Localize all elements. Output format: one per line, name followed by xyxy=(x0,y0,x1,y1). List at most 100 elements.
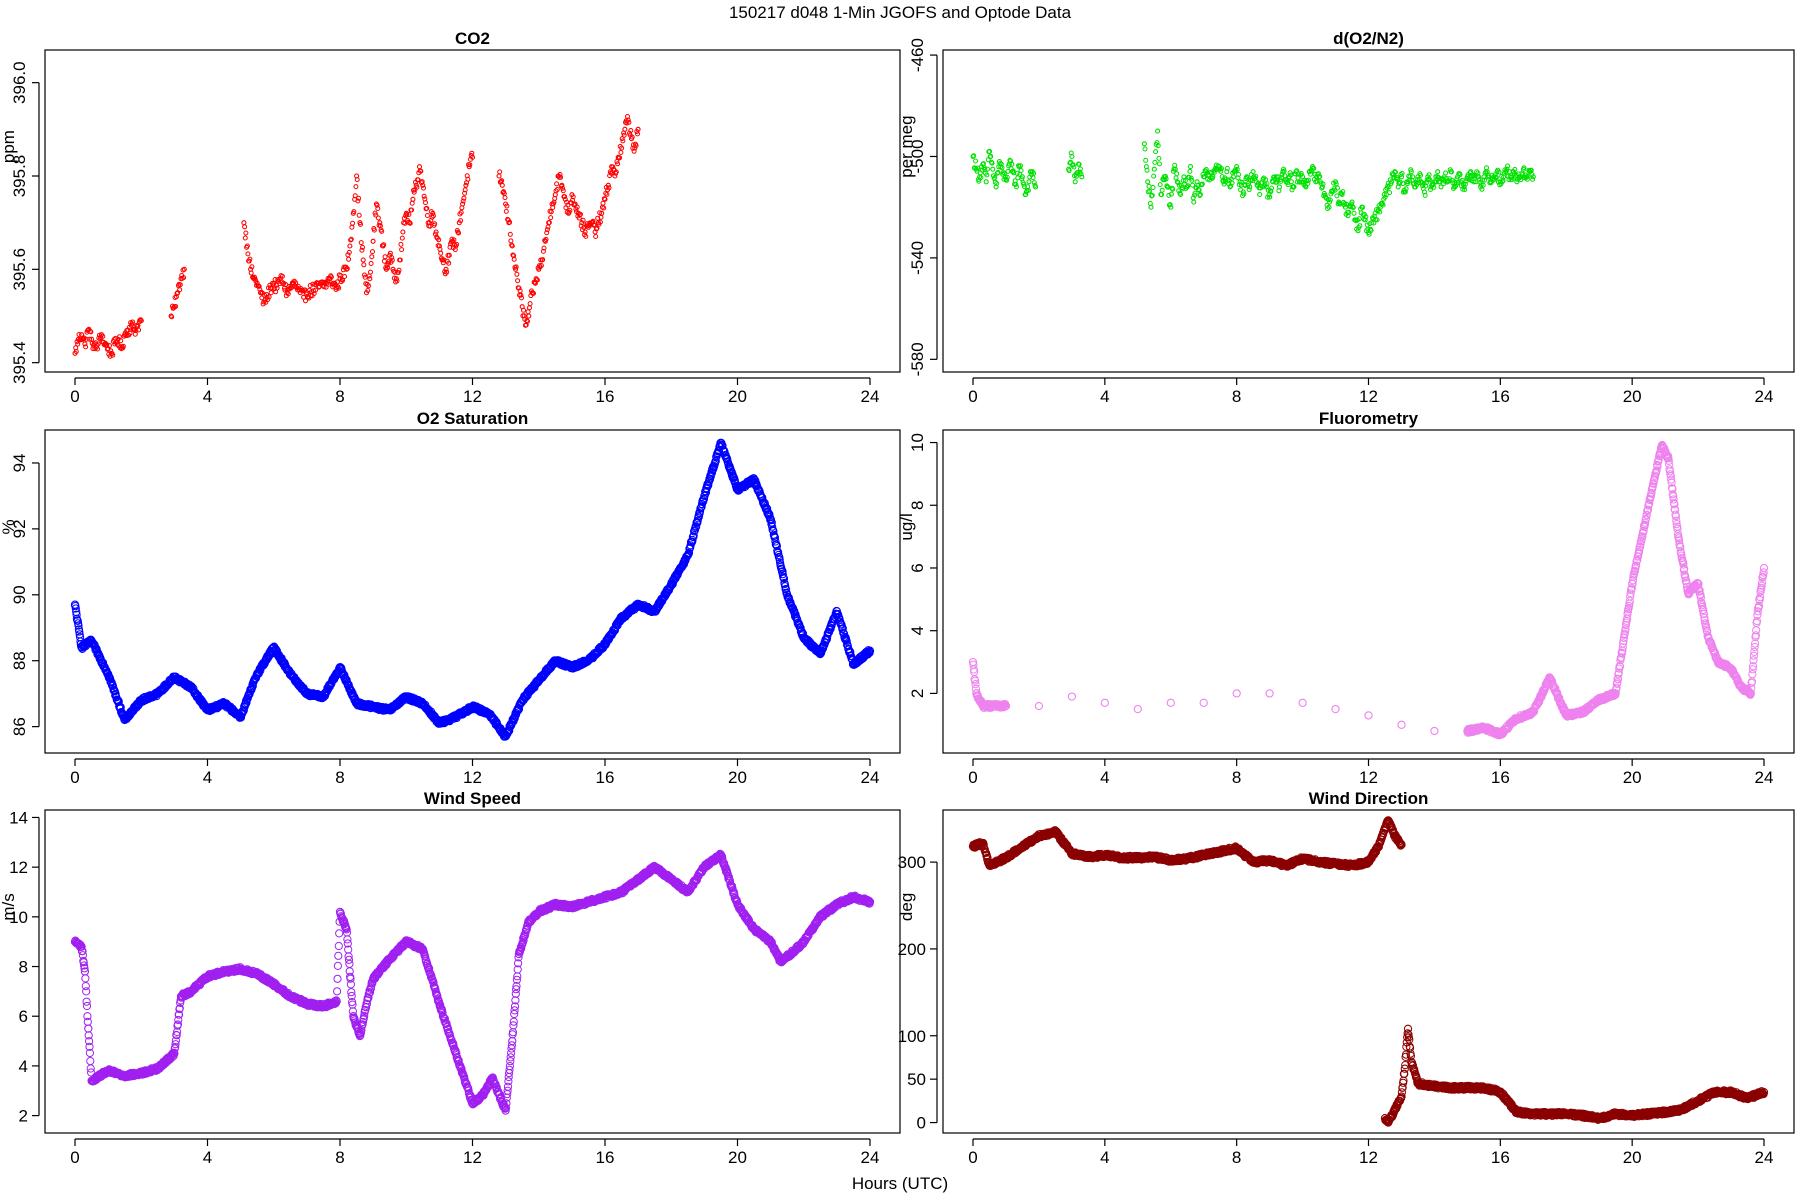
data-point xyxy=(593,234,599,239)
data-point xyxy=(359,247,365,253)
data-point xyxy=(1696,593,1706,602)
data-point xyxy=(774,548,783,557)
y-tick-label: 6 xyxy=(19,1007,28,1026)
data-point xyxy=(107,343,112,349)
data-point xyxy=(1327,197,1333,203)
data-point xyxy=(1671,512,1681,521)
data-point xyxy=(120,343,126,349)
data-point xyxy=(541,245,547,251)
data-point xyxy=(1197,193,1203,198)
data-point xyxy=(604,191,610,197)
data-point xyxy=(84,1031,93,1040)
data-point xyxy=(375,215,381,221)
x-tick-label: 0 xyxy=(968,387,977,406)
x-tick-label: 12 xyxy=(463,768,482,787)
data-point xyxy=(356,212,362,218)
data-point xyxy=(1305,181,1311,186)
data-point xyxy=(1484,165,1489,171)
data-point xyxy=(1472,173,1478,179)
data-point xyxy=(1276,188,1282,194)
data-point xyxy=(78,947,87,956)
data-point xyxy=(618,150,624,155)
data-point xyxy=(265,285,271,291)
data-point xyxy=(507,231,513,237)
data-point xyxy=(985,166,990,172)
data-point xyxy=(1641,514,1651,523)
data-point xyxy=(244,244,250,250)
data-point xyxy=(628,128,634,133)
data-point xyxy=(252,276,258,282)
data-point xyxy=(1210,174,1216,180)
data-point xyxy=(1264,181,1270,187)
data-point xyxy=(540,257,546,263)
data-point xyxy=(562,194,568,200)
data-point xyxy=(1757,581,1766,590)
data-point xyxy=(1018,163,1023,169)
data-point xyxy=(1673,524,1682,534)
data-point xyxy=(82,1001,92,1011)
data-point xyxy=(1416,180,1422,186)
data-point xyxy=(779,574,789,583)
data-point xyxy=(1388,181,1394,187)
data-point xyxy=(1643,505,1653,514)
data-point xyxy=(567,207,573,213)
data-point xyxy=(1499,173,1505,179)
data-point xyxy=(1454,176,1460,182)
data-point xyxy=(1652,466,1661,475)
data-point xyxy=(458,218,464,224)
data-point xyxy=(1381,191,1387,197)
data-point xyxy=(1211,169,1217,175)
data-point xyxy=(621,130,627,136)
data-point xyxy=(87,336,93,342)
data-point xyxy=(695,507,705,516)
data-point xyxy=(438,250,444,256)
data-point xyxy=(1642,510,1651,520)
data-point xyxy=(421,193,427,199)
data-point xyxy=(1371,220,1377,226)
data-point xyxy=(82,987,91,996)
y-axis-label: per meg xyxy=(897,115,916,177)
data-point xyxy=(1034,701,1044,711)
data-point xyxy=(1157,161,1162,167)
data-point xyxy=(497,169,503,175)
data-point xyxy=(80,964,89,973)
data-point xyxy=(1297,179,1303,185)
data-point xyxy=(1004,177,1010,183)
data-point xyxy=(342,676,351,685)
data-point xyxy=(583,233,589,239)
data-point xyxy=(1022,192,1028,198)
data-point xyxy=(1669,495,1678,504)
data-point xyxy=(400,229,406,235)
data-point xyxy=(1750,642,1759,652)
data-point xyxy=(521,307,526,313)
data-point xyxy=(1639,526,1648,536)
data-point xyxy=(1159,187,1165,193)
data-point xyxy=(375,206,381,211)
data-point xyxy=(118,338,124,344)
data-point xyxy=(1408,167,1414,173)
data-point xyxy=(560,185,566,191)
data-point xyxy=(136,327,142,333)
data-point xyxy=(1457,172,1463,178)
data-point xyxy=(430,213,436,219)
data-point xyxy=(1187,168,1193,174)
x-tick-label: 12 xyxy=(463,1148,482,1167)
data-point xyxy=(104,342,110,348)
data-point xyxy=(768,522,777,531)
data-point xyxy=(1014,170,1020,176)
x-tick-label: 12 xyxy=(1359,768,1378,787)
data-point xyxy=(1399,170,1405,176)
data-point xyxy=(1288,179,1294,185)
data-point xyxy=(692,522,701,532)
data-point xyxy=(517,288,523,294)
data-point xyxy=(81,982,90,991)
data-point xyxy=(247,256,253,262)
data-point xyxy=(248,270,254,276)
data-point xyxy=(1265,689,1274,698)
data-point xyxy=(1493,175,1499,180)
data-point xyxy=(1143,157,1149,163)
data-point xyxy=(110,352,116,358)
data-point xyxy=(1490,177,1496,183)
